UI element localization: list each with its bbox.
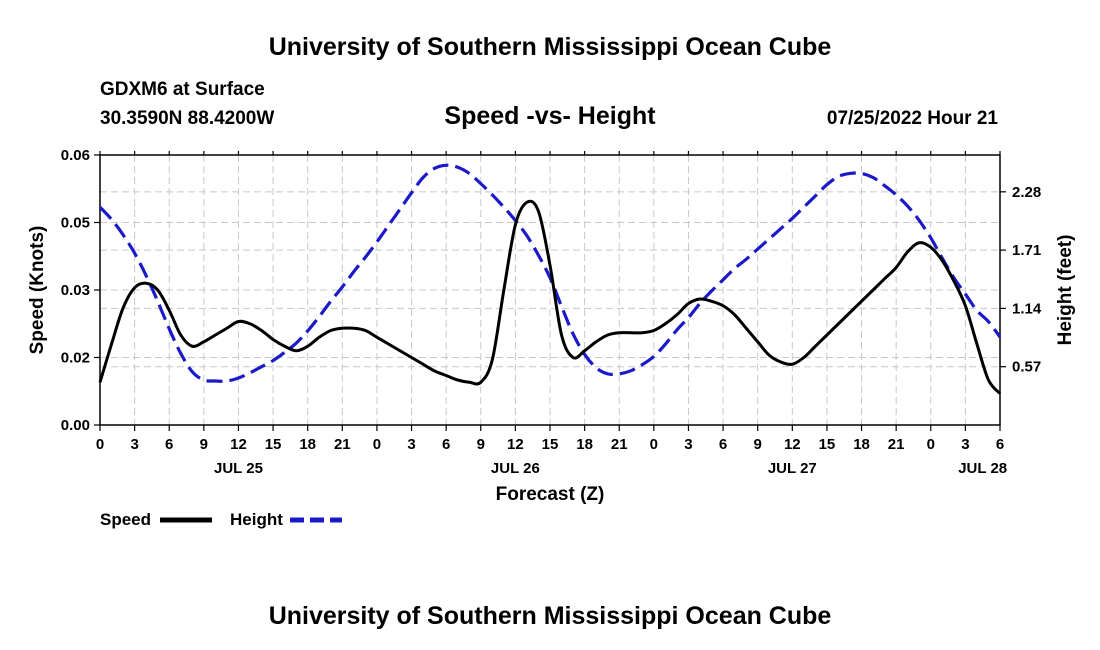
- x-tick-label: 6: [442, 436, 450, 453]
- x-tick-label: 18: [576, 436, 593, 453]
- date-label: JUL 25: [214, 460, 263, 477]
- y-axis-label: Speed (Knots): [27, 226, 48, 355]
- x-tick-label: 3: [961, 436, 969, 453]
- y-tick-label: 0.05: [61, 215, 90, 232]
- chart-header-title: University of Southern Mississippi Ocean…: [269, 33, 832, 61]
- x-tick-label: 3: [407, 436, 415, 453]
- x-tick-label: 12: [507, 436, 524, 453]
- axes: 0 3 6 9 12 15 18 21 0 3 6 9 12 15 18 21 0 3 6 9 12 15 18 21 0 3 6 J…: [61, 147, 1042, 477]
- y2-tick-label: 2.28: [1012, 184, 1041, 201]
- x-tick-label: 21: [611, 436, 628, 453]
- x-tick-label: 15: [819, 436, 836, 453]
- date-label: JUL 27: [768, 460, 817, 477]
- x-tick-label: 6: [719, 436, 727, 453]
- x-tick-label: 9: [200, 436, 208, 453]
- footer-title: University of Southern Mississippi Ocean…: [269, 602, 832, 630]
- x-tick-label: 0: [927, 436, 935, 453]
- x-tick-label: 9: [754, 436, 762, 453]
- y-tick-label: 0.03: [61, 282, 90, 299]
- x-tick-label: 12: [230, 436, 247, 453]
- series: [98, 163, 1002, 395]
- datetime-label: 07/25/2022 Hour 21: [827, 108, 999, 129]
- y2-axis-label: Height (feet): [1055, 235, 1076, 346]
- height-series-line: [98, 163, 1002, 383]
- y2-tick-label: 1.71: [1012, 242, 1041, 259]
- y2-tick-label: 0.57: [1012, 359, 1041, 376]
- x-tick-label: 15: [542, 436, 559, 453]
- x-tick-label: 18: [853, 436, 870, 453]
- y-tick-label: 0.00: [61, 417, 90, 434]
- x-tick-label: 3: [684, 436, 692, 453]
- legend-speed-label: Speed: [100, 510, 151, 529]
- x-tick-label: 6: [165, 436, 173, 453]
- date-label: JUL 26: [491, 460, 540, 477]
- station-label: GDXM6 at Surface: [100, 79, 265, 100]
- x-tick-label: 3: [130, 436, 138, 453]
- x-tick-label: 9: [477, 436, 485, 453]
- legend-height-label: Height: [230, 510, 283, 529]
- location-label: 30.3590N 88.4200W: [100, 108, 274, 129]
- x-tick-label: 21: [334, 436, 351, 453]
- x-tick-label: 0: [96, 436, 104, 453]
- x-tick-label: 21: [888, 436, 905, 453]
- date-label: JUL 28: [958, 460, 1007, 477]
- x-tick-label: 18: [299, 436, 316, 453]
- grid: [100, 155, 1000, 425]
- legend: Speed Height: [100, 510, 342, 529]
- y-tick-label: 0.02: [61, 350, 90, 367]
- speed-series-line: [98, 199, 1002, 395]
- x-tick-label: 12: [784, 436, 801, 453]
- x-tick-label: 0: [373, 436, 381, 453]
- x-tick-label: 15: [265, 436, 282, 453]
- y2-tick-label: 1.14: [1012, 300, 1042, 317]
- x-tick-label: 0: [650, 436, 658, 453]
- x-axis-label: Forecast (Z): [496, 484, 605, 505]
- y-tick-label: 0.06: [61, 147, 90, 164]
- x-tick-label: 6: [996, 436, 1004, 453]
- chart-title: Speed -vs- Height: [444, 102, 656, 130]
